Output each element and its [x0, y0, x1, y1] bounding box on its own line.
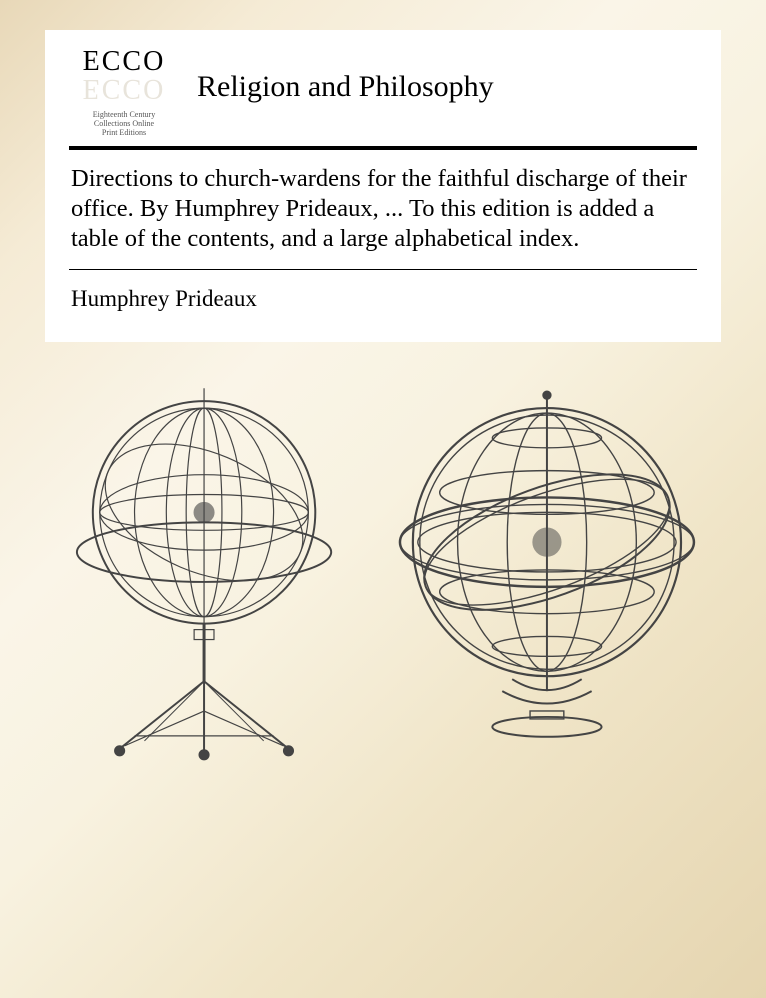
logo-subtitle: Eighteenth Century Collections Online Pr…	[93, 110, 155, 138]
logo-mirror: ECCO	[83, 74, 166, 102]
author-name: Humphrey Prideaux	[69, 270, 697, 320]
logo-initials: ECCO	[83, 48, 166, 76]
publisher-logo: ECCO ECCO Eighteenth Century Collections…	[69, 48, 179, 138]
title-panel: ECCO ECCO Eighteenth Century Collections…	[45, 30, 721, 342]
logo-subtitle-line: Print Editions	[102, 128, 146, 137]
logo-subtitle-line: Eighteenth Century	[93, 110, 155, 119]
page-background: ECCO ECCO Eighteenth Century Collections…	[0, 0, 766, 998]
logo-subtitle-line: Collections Online	[94, 119, 154, 128]
illustration-row	[45, 372, 721, 762]
panel-header: ECCO ECCO Eighteenth Century Collections…	[69, 48, 697, 138]
armillary-sphere-left-icon	[65, 382, 343, 762]
series-title: Religion and Philosophy	[197, 48, 697, 104]
armillary-sphere-right-icon	[393, 382, 701, 742]
book-title: Directions to church-wardens for the fai…	[69, 150, 697, 269]
